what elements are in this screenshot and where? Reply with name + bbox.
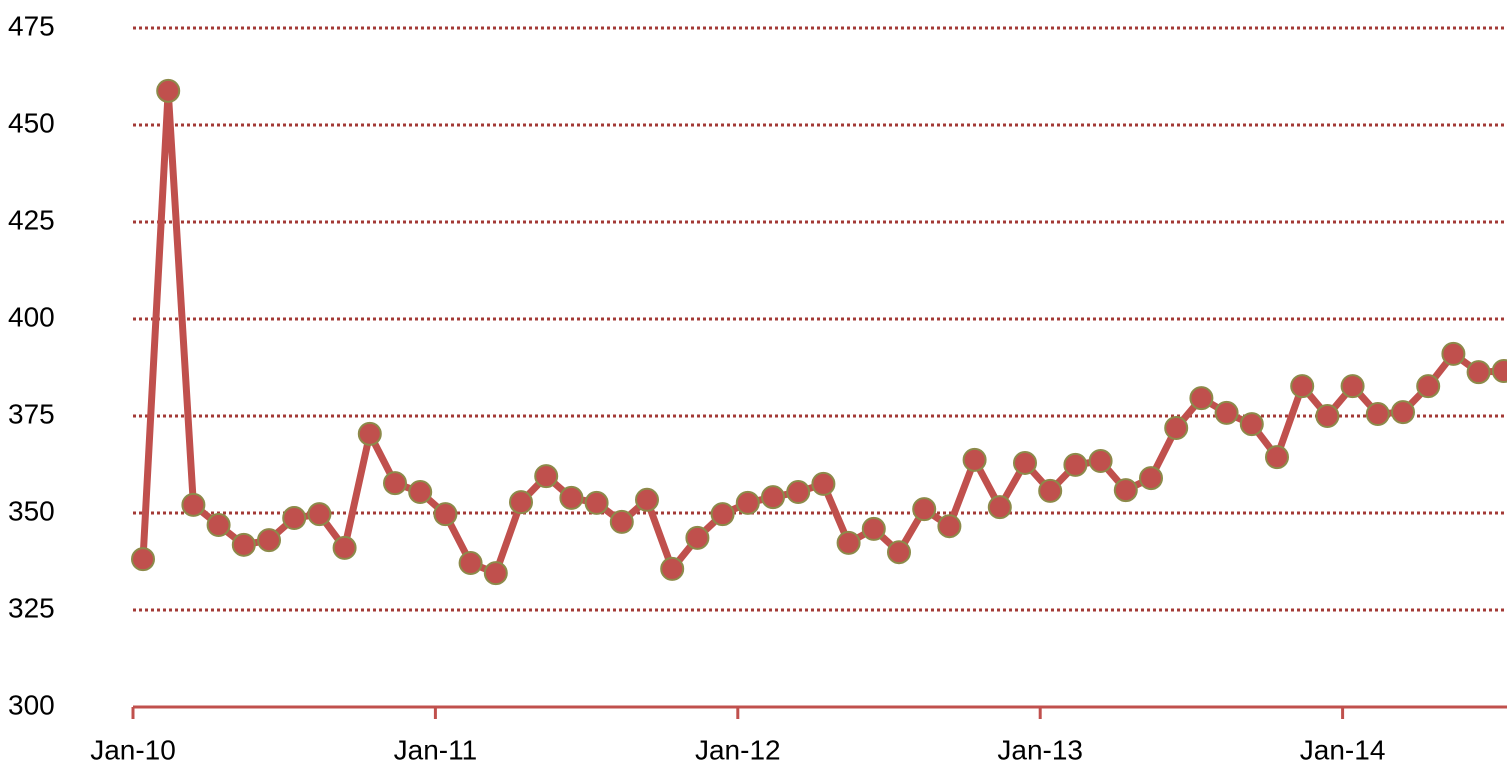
data-point xyxy=(307,502,332,527)
data-point xyxy=(257,528,281,553)
data-point xyxy=(1239,412,1264,437)
data-point xyxy=(887,540,911,565)
data-point xyxy=(635,487,659,512)
data-point xyxy=(685,525,710,550)
data-point xyxy=(1315,404,1340,428)
data-point xyxy=(937,514,962,539)
data-point xyxy=(156,78,181,103)
data-point xyxy=(1088,449,1113,474)
data-point xyxy=(131,547,155,572)
data-point xyxy=(1416,374,1441,399)
y-tick-label: 425 xyxy=(8,204,55,235)
data-point xyxy=(584,490,609,515)
data-point xyxy=(483,561,508,586)
data-point xyxy=(1113,478,1138,503)
data-point xyxy=(811,471,836,496)
data-point xyxy=(1340,374,1365,399)
data-point xyxy=(761,485,785,510)
data-point xyxy=(1013,450,1037,475)
y-tick-label: 350 xyxy=(8,495,55,526)
y-tick-label: 400 xyxy=(8,301,55,332)
data-point xyxy=(987,495,1012,520)
x-tick-label: Jan-14 xyxy=(1300,734,1386,765)
data-point xyxy=(836,530,861,555)
data-point xyxy=(660,556,685,581)
data-point xyxy=(332,535,357,560)
y-tick-label: 375 xyxy=(8,398,55,429)
data-point xyxy=(1491,358,1507,383)
data-point xyxy=(1391,400,1415,425)
data-point xyxy=(1214,400,1239,425)
data-point xyxy=(408,480,433,505)
data-point xyxy=(1139,466,1163,491)
data-point xyxy=(357,421,382,446)
data-point xyxy=(786,480,811,505)
data-point xyxy=(1365,402,1390,427)
data-point xyxy=(1265,445,1289,470)
data-point xyxy=(710,502,735,527)
data-point xyxy=(206,513,231,538)
data-point xyxy=(1164,416,1189,441)
data-point xyxy=(861,516,886,541)
data-point xyxy=(458,551,483,576)
data-point xyxy=(559,485,584,510)
x-tick-label: Jan-12 xyxy=(695,734,781,765)
data-point xyxy=(509,490,533,515)
data-point xyxy=(1466,360,1491,385)
data-point xyxy=(609,509,634,534)
data-point xyxy=(1063,452,1088,477)
x-tick-label: Jan-13 xyxy=(997,734,1083,765)
data-point xyxy=(231,532,256,557)
data-point xyxy=(1290,374,1315,399)
x-tick-label: Jan-11 xyxy=(394,734,478,765)
data-point xyxy=(433,502,458,527)
data-point xyxy=(181,492,206,517)
data-point xyxy=(962,447,987,472)
data-point xyxy=(912,497,937,522)
y-tick-label: 450 xyxy=(8,107,55,138)
data-point xyxy=(1038,478,1063,503)
data-point xyxy=(534,464,559,489)
y-tick-label: 475 xyxy=(8,10,55,41)
x-tick-label: Jan-10 xyxy=(90,734,176,765)
data-point xyxy=(383,471,407,496)
y-tick-label: 300 xyxy=(8,689,55,720)
data-point xyxy=(1189,386,1214,411)
y-tick-label: 325 xyxy=(8,592,55,623)
series-line xyxy=(139,87,1504,577)
data-point xyxy=(1441,341,1466,366)
data-point xyxy=(282,506,307,531)
data-point xyxy=(735,490,760,515)
